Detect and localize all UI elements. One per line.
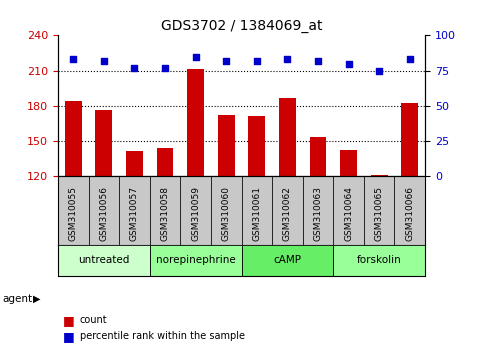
Bar: [156, 148, 173, 176]
Bar: [58, 176, 88, 245]
Bar: [88, 176, 119, 245]
Point: [192, 54, 199, 59]
Bar: [180, 176, 211, 245]
Bar: [242, 176, 272, 245]
Bar: [150, 176, 180, 245]
Text: cAMP: cAMP: [273, 256, 301, 266]
Text: GSM310064: GSM310064: [344, 187, 353, 241]
Bar: [126, 152, 143, 176]
Text: untreated: untreated: [78, 256, 129, 266]
Bar: [310, 137, 327, 176]
Text: count: count: [80, 315, 107, 325]
Bar: [340, 150, 357, 176]
Point: [345, 61, 353, 66]
Text: GSM310060: GSM310060: [222, 187, 231, 241]
Bar: [401, 103, 418, 176]
Bar: [279, 98, 296, 176]
Point: [161, 65, 169, 70]
Bar: [58, 245, 150, 276]
Bar: [187, 69, 204, 176]
Title: GDS3702 / 1384069_at: GDS3702 / 1384069_at: [161, 19, 322, 33]
Bar: [211, 176, 242, 245]
Bar: [248, 116, 265, 176]
Bar: [218, 115, 235, 176]
Bar: [96, 110, 112, 176]
Bar: [272, 176, 303, 245]
Bar: [333, 176, 364, 245]
Point: [130, 65, 138, 70]
Bar: [395, 176, 425, 245]
Text: GSM310066: GSM310066: [405, 187, 414, 241]
Point: [284, 57, 291, 62]
Text: GSM310055: GSM310055: [69, 187, 78, 241]
Text: forskolin: forskolin: [357, 256, 401, 266]
Text: ■: ■: [63, 314, 74, 327]
Point: [222, 58, 230, 64]
Text: GSM310059: GSM310059: [191, 187, 200, 241]
Point: [375, 68, 383, 73]
Text: agent: agent: [2, 294, 32, 304]
Text: GSM310057: GSM310057: [130, 187, 139, 241]
Bar: [364, 176, 395, 245]
Bar: [242, 245, 333, 276]
Text: GSM310065: GSM310065: [375, 187, 384, 241]
Point: [406, 57, 413, 62]
Point: [100, 58, 108, 64]
Bar: [303, 176, 333, 245]
Point: [314, 58, 322, 64]
Bar: [333, 245, 425, 276]
Point: [253, 58, 261, 64]
Text: ■: ■: [63, 330, 74, 343]
Text: GSM310056: GSM310056: [99, 187, 108, 241]
Text: GSM310061: GSM310061: [252, 187, 261, 241]
Text: GSM310063: GSM310063: [313, 187, 323, 241]
Text: GSM310058: GSM310058: [160, 187, 170, 241]
Bar: [119, 176, 150, 245]
Text: percentile rank within the sample: percentile rank within the sample: [80, 331, 245, 341]
Bar: [65, 101, 82, 176]
Point: [70, 57, 77, 62]
Bar: [150, 245, 242, 276]
Text: GSM310062: GSM310062: [283, 187, 292, 241]
Text: norepinephrine: norepinephrine: [156, 256, 236, 266]
Text: ▶: ▶: [33, 294, 41, 304]
Bar: [371, 175, 387, 176]
